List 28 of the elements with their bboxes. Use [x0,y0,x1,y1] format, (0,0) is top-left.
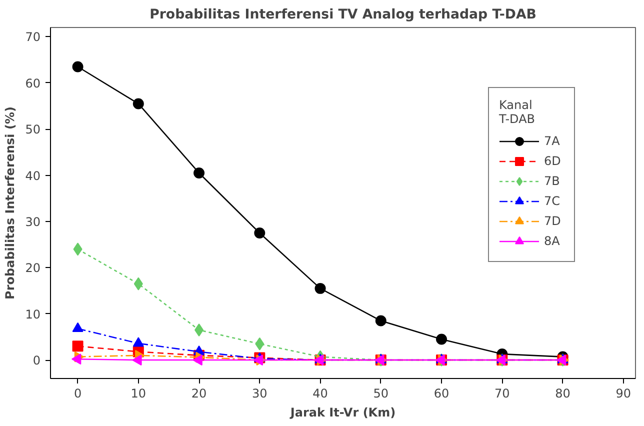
y-tick-label: 60 [25,76,41,90]
y-tick-label: 10 [25,307,41,322]
legend-label: 7A [544,134,561,148]
x-tick-label: 20 [191,386,207,400]
x-tick-label: 0 [74,386,82,400]
legend-label: 7B [544,174,561,188]
y-tick-label: 30 [25,214,41,229]
x-tick-label: 70 [494,386,510,400]
x-tick-label: 60 [434,386,450,400]
x-tick-label: 40 [312,386,328,400]
y-axis-title: Probabilitas Interferensi (%) [3,106,18,300]
chart-title: Probabilitas Interferensi TV Analog terhadap T-DAB [150,8,536,22]
y-tick-label: 70 [25,30,41,44]
legend-label: 6D [544,154,562,168]
x-tick-label: 90 [616,386,632,400]
y-tick-label: 50 [25,122,41,137]
y-tick-label: 20 [25,261,41,276]
x-tick-label: 30 [252,386,268,400]
x-tick-label: 50 [373,386,389,400]
legend-label: 8A [544,234,561,248]
legend-label: 7C [544,194,562,208]
x-tick-label: 10 [130,386,146,400]
y-tick-label: 40 [25,168,41,183]
legend-title: Kanal T-DAB [499,98,536,126]
x-tick-label: 80 [555,386,570,400]
legend-label: 7D [544,214,562,228]
x-axis-title: Jarak It-Vr (Km) [289,406,396,420]
y-tick-label: 0 [32,354,41,368]
